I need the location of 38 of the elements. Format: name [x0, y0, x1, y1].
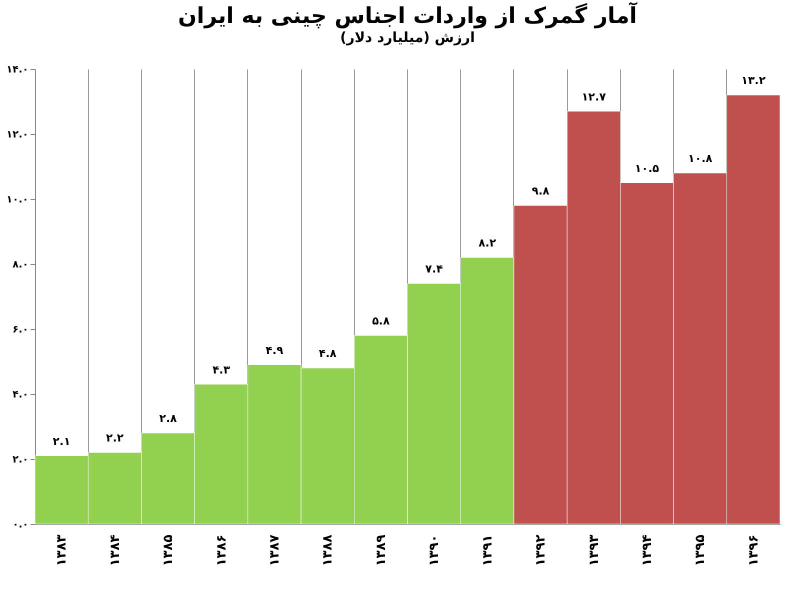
- x-tick-label: ۱۳۸۸: [320, 534, 336, 566]
- x-tick-label: ۱۳۸۹: [374, 534, 389, 566]
- x-tick-label: ۱۳۹۴: [640, 534, 655, 566]
- y-tick-label: ۱۲.۰: [6, 130, 28, 140]
- data-label: ۲.۲: [106, 432, 124, 444]
- data-label: ۹.۸: [532, 184, 550, 198]
- x-tick-label: ۱۳۹۲: [534, 534, 549, 566]
- x-tick-label: ۱۳۸۵: [161, 534, 176, 566]
- y-tick-label: ۱۰.۰: [6, 194, 28, 206]
- x-tick-label: ۱۳۸۳: [54, 534, 70, 566]
- chart-subtitle: ارزش (میلیارد دلار): [340, 30, 475, 46]
- data-label: ۸.۲: [478, 236, 496, 250]
- x-tick-label: ۱۳۹۳: [586, 534, 602, 566]
- x-tick-label: ۱۳۸۷: [267, 534, 282, 566]
- x-tick-label: ۱۳۸۴: [108, 534, 123, 566]
- data-label: ۲.۱: [52, 434, 70, 448]
- data-label: ۲.۸: [159, 412, 178, 425]
- data-label: ۴.۸: [318, 347, 337, 360]
- x-tick-label: ۱۳۸۶: [214, 534, 230, 566]
- y-tick-label: ۶.۰: [12, 324, 28, 336]
- data-label: ۱۲.۷: [582, 90, 606, 104]
- x-tick-label: ۱۳۹۱: [480, 534, 496, 566]
- x-tick-label: ۱۳۹۵: [693, 534, 708, 566]
- data-label: ۱۰.۵: [634, 162, 660, 175]
- y-tick-label: ۰.۰: [12, 520, 28, 530]
- y-tick-label: ۱۴.۰: [6, 64, 28, 76]
- chart-title: آمار گمرک از واردات اجناس چینی به ایران: [178, 2, 638, 29]
- data-label: ۴.۳: [212, 363, 230, 376]
- data-label: ۱۰.۸: [688, 152, 713, 165]
- data-label: ۵.۸: [372, 314, 390, 328]
- data-label: ۱۳.۲: [741, 74, 766, 87]
- y-tick-label: ۴.۰: [12, 390, 28, 400]
- data-label: ۴.۹: [266, 344, 284, 357]
- data-label: ۷.۴: [425, 262, 444, 276]
- y-tick-label: ۸.۰: [12, 260, 28, 270]
- x-tick-label: ۱۳۹۶: [746, 534, 762, 566]
- x-tick-label: ۱۳۹۰: [427, 534, 442, 566]
- y-tick-label: ۲.۰: [12, 454, 28, 466]
